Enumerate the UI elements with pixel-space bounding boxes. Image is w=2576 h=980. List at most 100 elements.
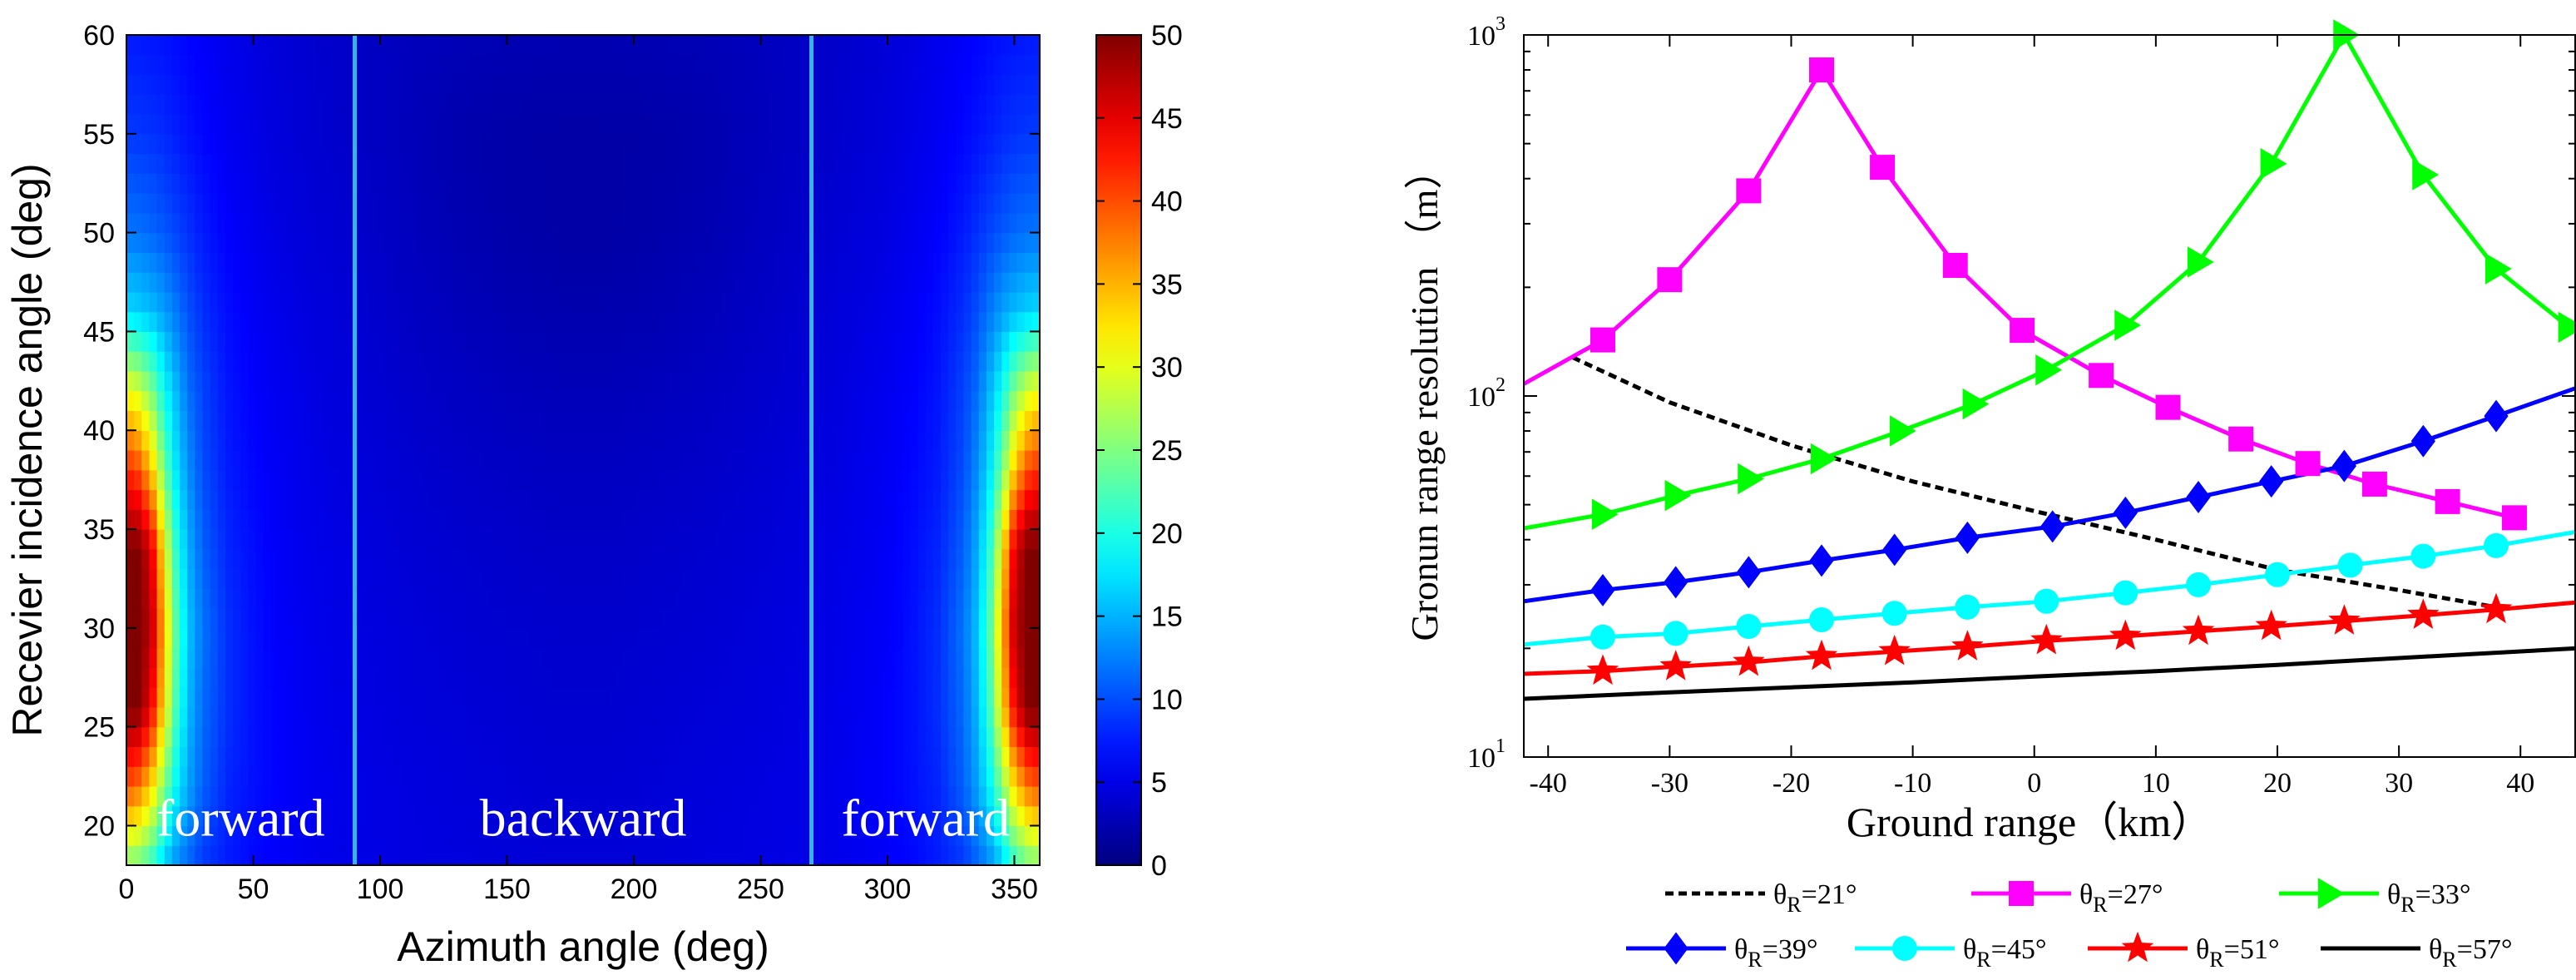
- heatmap-cell: [636, 331, 645, 352]
- heatmap-cell: [826, 608, 835, 629]
- heatmap-cell: [941, 627, 949, 649]
- heatmap-cell: [705, 627, 714, 649]
- heatmap-cell: [621, 805, 630, 827]
- heatmap-cell: [666, 687, 675, 708]
- heatmap-cell: [659, 430, 668, 451]
- heatmap-cell: [339, 687, 348, 708]
- heatmap-cell: [719, 509, 729, 530]
- heatmap-cell: [932, 588, 942, 609]
- heatmap-cell: [180, 74, 188, 95]
- heatmap-cell: [598, 450, 607, 471]
- heatmap-cell: [575, 548, 584, 570]
- heatmap-cell: [468, 667, 477, 688]
- heatmap-cell: [545, 291, 553, 313]
- heatmap-cell: [803, 74, 813, 95]
- heatmap-cell: [651, 232, 660, 253]
- heatmap-cell: [385, 647, 393, 668]
- heatmap-cell: [712, 588, 721, 609]
- heatmap-cell: [765, 489, 774, 510]
- heatmap-cell: [279, 509, 287, 530]
- heatmap-cell: [758, 687, 767, 708]
- heatmap-cell: [826, 212, 835, 234]
- heatmap-cell: [522, 746, 531, 767]
- heatmap-cell: [978, 548, 987, 570]
- heatmap-cell: [217, 726, 226, 748]
- heatmap-cell: [187, 291, 195, 313]
- heatmap-cell: [255, 509, 265, 530]
- heatmap-cell: [780, 450, 789, 471]
- heatmap-cell: [537, 706, 546, 728]
- heatmap-cell: [324, 627, 333, 649]
- heatmap-cell: [423, 430, 432, 451]
- heatmap-cell: [347, 687, 356, 708]
- heatmap-cell: [575, 825, 584, 846]
- heatmap-cell: [438, 311, 447, 333]
- heatmap-cell: [842, 469, 850, 491]
- heatmap-cell: [681, 212, 690, 234]
- heatmap-cell: [811, 667, 820, 688]
- heatmap-cell: [141, 351, 151, 372]
- heatmap-cell: [1016, 331, 1026, 352]
- heatmap-cell: [446, 845, 455, 866]
- heatmap-cell: [263, 805, 272, 827]
- heatmap-cell: [210, 35, 219, 56]
- heatmap-cell: [659, 489, 668, 510]
- heatmap-cell: [727, 588, 736, 609]
- heatmap-cell: [925, 74, 934, 95]
- heatmap-cell: [978, 489, 987, 510]
- heatmap-cell: [408, 94, 417, 115]
- heatmap-cell: [309, 430, 318, 451]
- heatmap-cell: [621, 627, 630, 649]
- heatmap-cell: [978, 706, 987, 728]
- heatmap-cell: [415, 568, 424, 589]
- heatmap-cell: [743, 805, 751, 827]
- heatmap-cell: [735, 608, 744, 629]
- heatmap-cell: [156, 430, 166, 451]
- heatmap-cell: [659, 805, 668, 827]
- heatmap-cell: [202, 509, 211, 530]
- heatmap-cell: [963, 114, 972, 135]
- heatmap-cell: [126, 232, 135, 253]
- heatmap-cell: [750, 193, 759, 214]
- heatmap-cell: [446, 529, 455, 550]
- heatmap-cell: [195, 489, 204, 510]
- heatmap-cell: [492, 845, 500, 866]
- heatmap-cell: [339, 291, 348, 313]
- heatmap-cell: [369, 232, 378, 253]
- heatmap-cell: [438, 153, 447, 174]
- heatmap-cell: [255, 351, 265, 372]
- heatmap-cell: [537, 351, 546, 372]
- heatmap-cell: [171, 568, 180, 589]
- heatmap-cell: [598, 74, 607, 95]
- heatmap-cell: [309, 153, 318, 174]
- heatmap-cell: [180, 252, 188, 273]
- heatmap-cell: [408, 311, 417, 333]
- heatmap-cell: [202, 232, 211, 253]
- heatmap-cell: [750, 272, 759, 293]
- heatmap-cell: [294, 805, 303, 827]
- heatmap-cell: [149, 114, 158, 135]
- heatmap-cell: [925, 351, 934, 372]
- heatmap-cell: [431, 133, 439, 155]
- heatmap-cell: [263, 845, 272, 866]
- heatmap-cell: [773, 746, 782, 767]
- heatmap-cell: [164, 469, 173, 491]
- heatmap-cell: [849, 766, 858, 787]
- heatmap-cell: [758, 785, 767, 807]
- heatmap-cell: [507, 687, 516, 708]
- heatmap-cell: [431, 351, 439, 372]
- heatmap-cell: [408, 766, 417, 787]
- heatmap-cell: [864, 785, 873, 807]
- heatmap-cell: [385, 252, 393, 273]
- heatmap-cell: [727, 509, 736, 530]
- heatmap-cell: [156, 291, 166, 313]
- heatmap-cell: [507, 529, 516, 550]
- heatmap-cell: [857, 825, 866, 846]
- heatmap-cell: [415, 825, 424, 846]
- heatmap-cell: [225, 331, 234, 352]
- heatmap-cell: [316, 706, 325, 728]
- heatmap-cell: [735, 232, 744, 253]
- heatmap-cell: [324, 390, 333, 412]
- heatmap-cell: [879, 291, 888, 313]
- heatmap-cell: [674, 390, 683, 412]
